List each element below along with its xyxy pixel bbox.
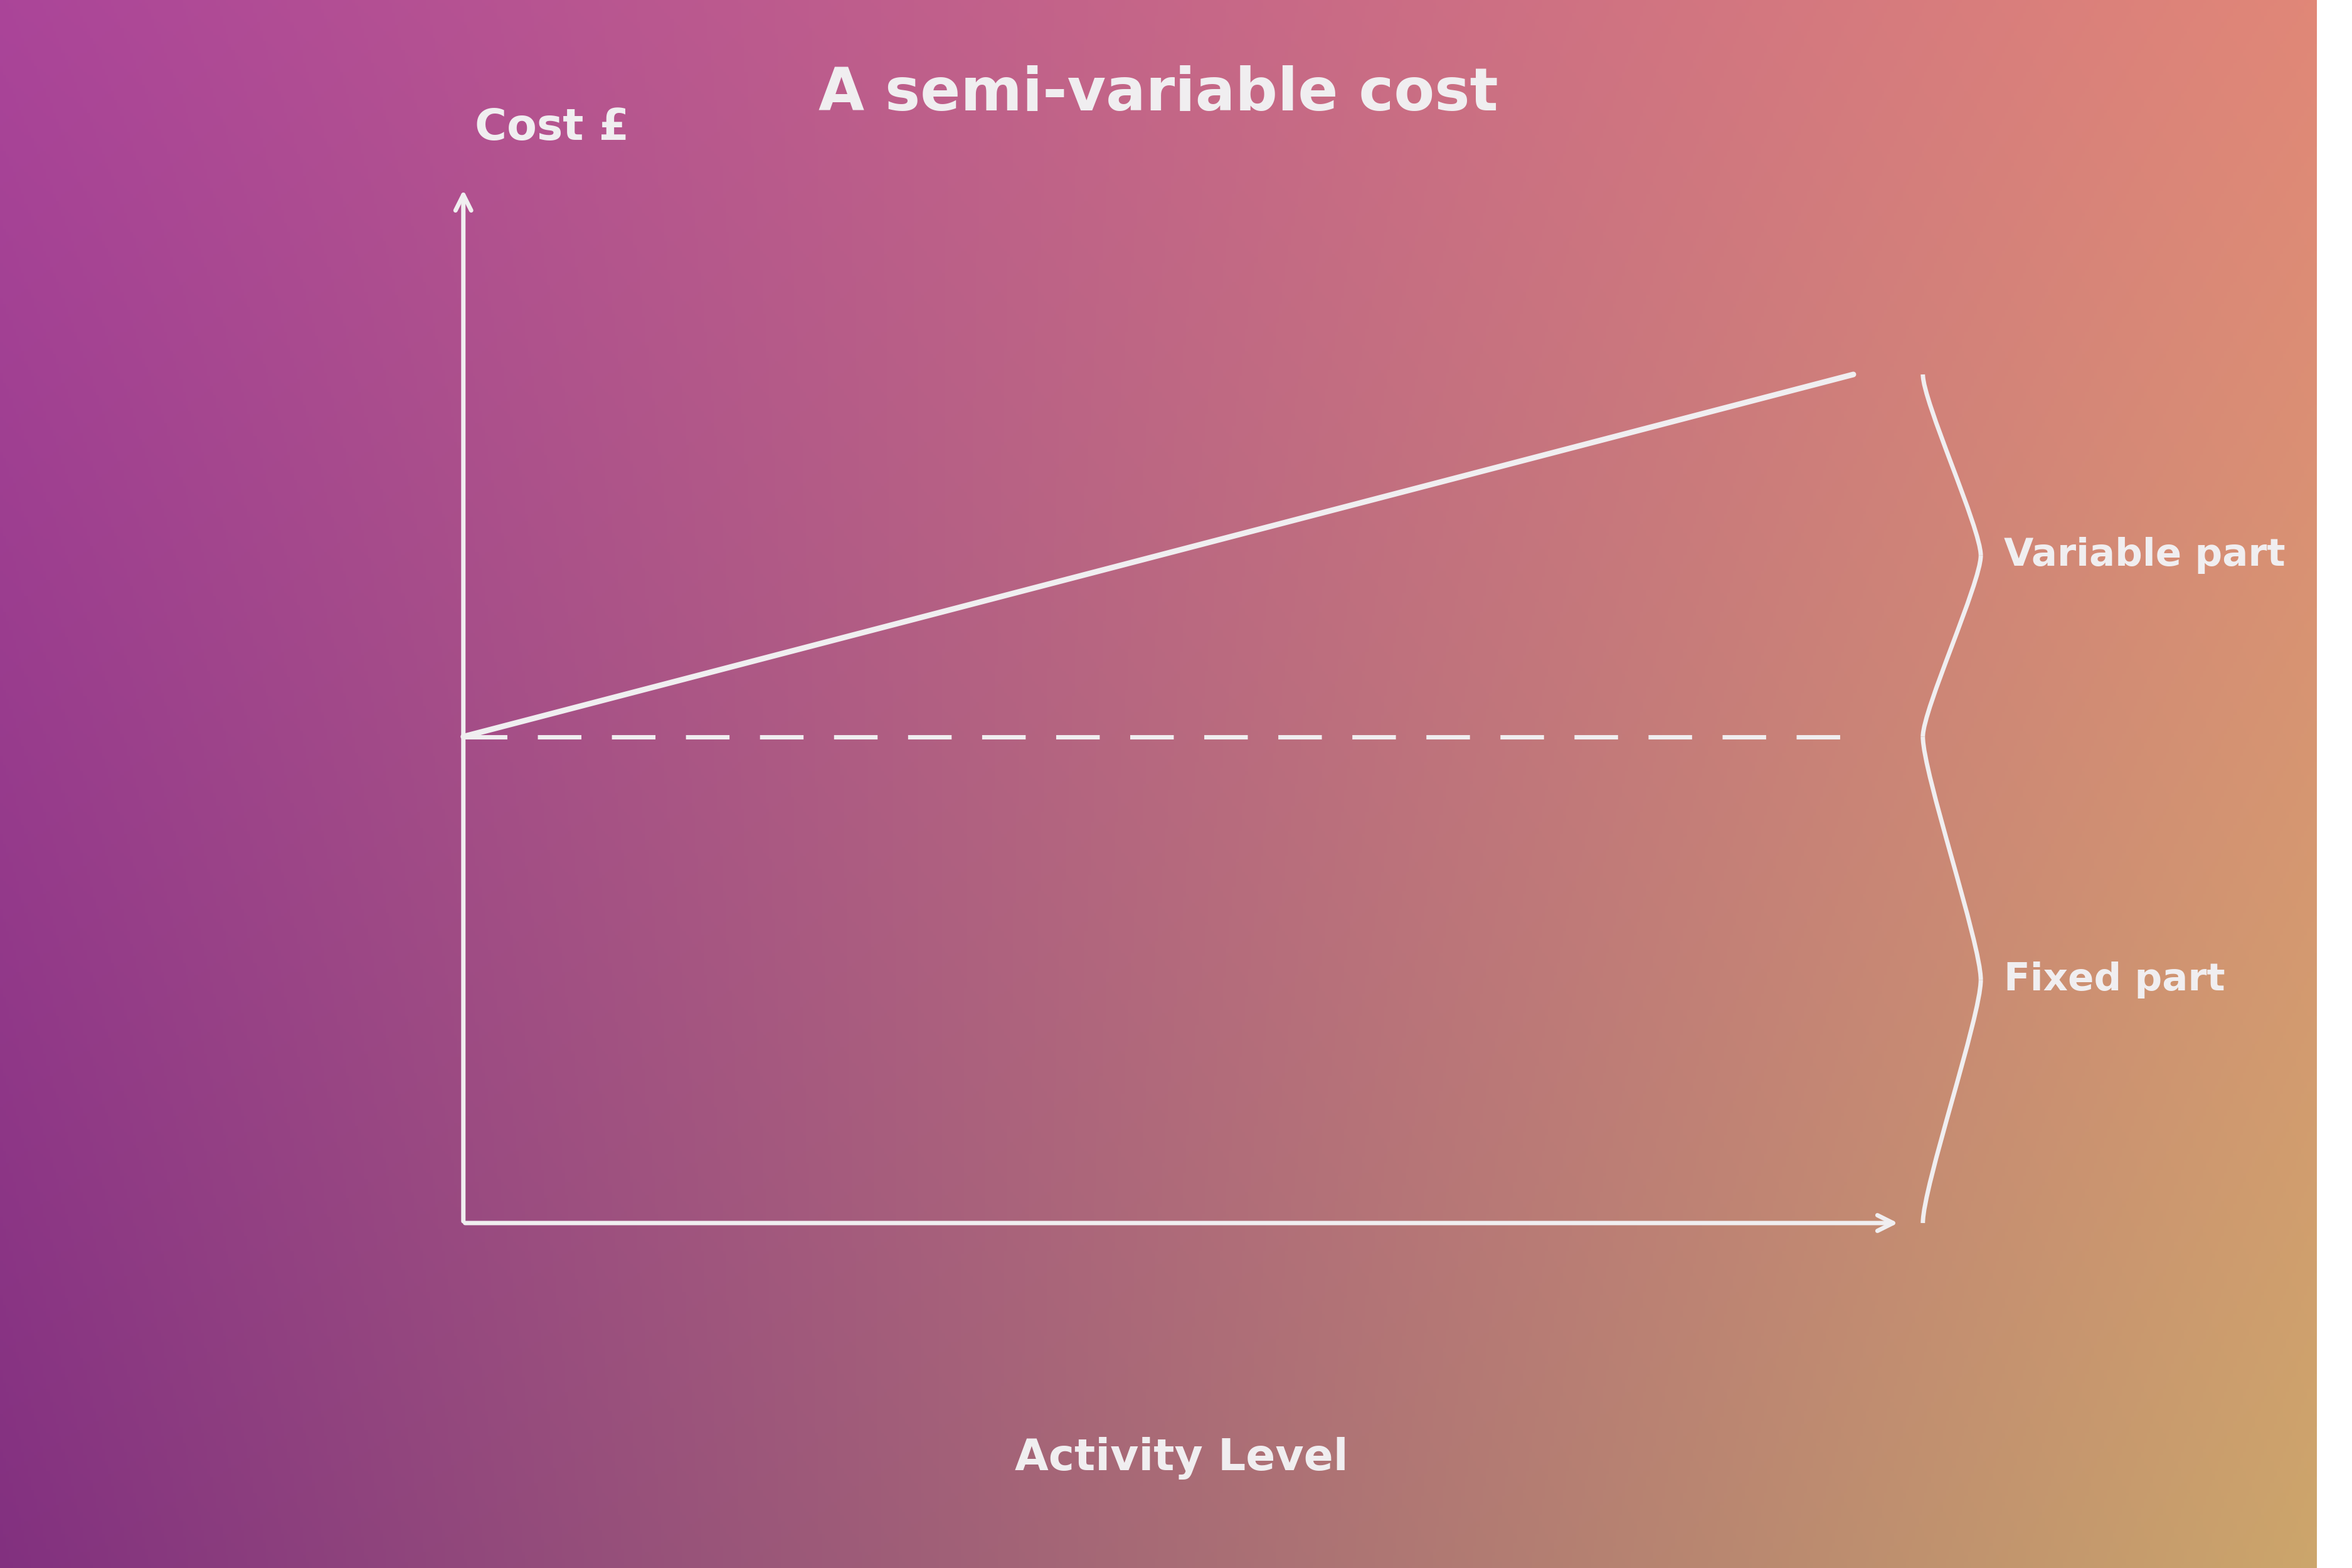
Text: Activity Level: Activity Level	[1014, 1436, 1348, 1480]
Text: Variable part: Variable part	[2004, 536, 2286, 574]
Text: Cost £: Cost £	[475, 107, 630, 149]
Text: A semi-variable cost: A semi-variable cost	[818, 66, 1498, 122]
Text: Fixed part: Fixed part	[2004, 961, 2225, 999]
